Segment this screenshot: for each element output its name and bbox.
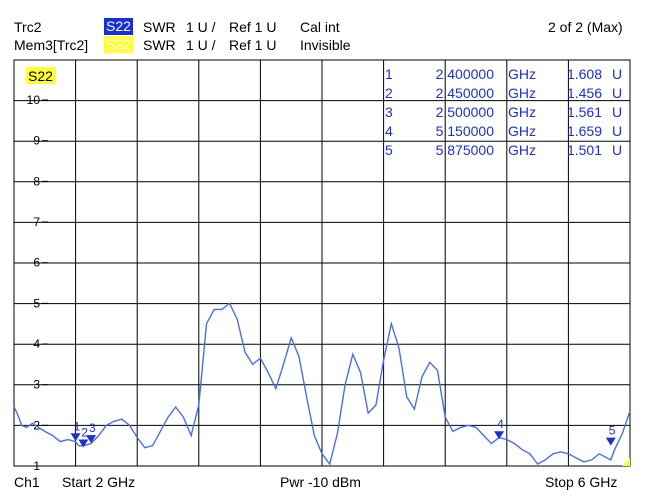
marker-table-value: 1.659 [567,123,602,139]
chart-grid [13,59,631,467]
start-frequency[interactable]: Start 2 GHz [62,474,136,490]
marker-table: 1 2.400000 GHz 1.608 U 2 2.450000 GHz 1.456 U 3 2.5… [385,66,622,158]
plot-label-bg [26,67,56,84]
marker-table-unit: GHz [508,66,536,82]
trace-name[interactable]: Trc2 [14,19,42,35]
trace-format[interactable]: SWR [143,19,176,35]
y-tick-label: 10 [27,93,41,107]
memory-scale[interactable]: 1 U / [186,37,216,53]
memory-visibility: Invisible [300,37,351,53]
marker-triangle-3 [86,435,96,444]
marker-triangle-4 [494,431,505,440]
y-tick-label: 9 [33,134,40,148]
plot-parameter-label: S22 [28,68,53,84]
marker-label-2: 2 [81,425,88,439]
memory-reference[interactable]: Ref 1 U [229,37,277,53]
marker-table-num: 4 [385,123,393,139]
y-tick-label: 1 [33,459,40,473]
trace-line [13,302,631,466]
marker-table-num: 1 [385,66,393,82]
marker-label-4: 4 [497,417,504,431]
calibration-status: Cal int [300,19,340,35]
stop-frequency[interactable]: Stop 6 GHz [545,474,618,490]
marker-triangle-1 [70,433,81,442]
trace-reference[interactable]: Ref 1 U [229,19,277,35]
marker-table-vunit: U [612,85,622,101]
trace-scale[interactable]: 1 U / [186,19,216,35]
marker-triangle-2 [78,439,89,448]
marker-table-num: 3 [385,104,393,120]
marker-table-vunit: U [612,123,622,139]
trace-parameter-badge[interactable]: S22 [104,18,133,35]
memory-trace-name[interactable]: Mem3[Trc2] [14,37,89,53]
marker-table-unit: GHz [508,123,536,139]
y-tick-label: 7 [33,215,40,229]
marker-table-value: 1.608 [567,66,602,82]
marker-table-vunit: U [612,66,622,82]
marker-table-vunit: U [612,142,622,158]
marker-table-vunit: U [612,104,622,120]
memory-parameter-badge[interactable]: S22 [104,36,133,53]
trace-layer [13,302,631,466]
channel-label[interactable]: Ch1 [14,474,40,490]
marker-table-value: 1.456 [567,85,602,101]
marker-table-unit: GHz [508,85,536,101]
marker-table-value: 1.501 [567,142,602,158]
marker-triangle-5 [605,437,616,446]
marker-table-freq: 5.875000 [436,142,495,158]
marker-table-unit: GHz [508,104,536,120]
marker-label-3: 3 [89,421,96,435]
marker-table-num: 5 [385,142,393,158]
page-info: 2 of 2 (Max) [548,19,623,35]
marker-table-freq: 5.150000 [436,123,495,139]
y-tick-label: 3 [33,378,40,392]
marker-table-freq: 2.500000 [436,104,495,120]
marker-table-freq: 2.400000 [436,66,495,82]
marker-table-freq: 2.450000 [436,85,495,101]
marker-label-1: 1 [74,419,81,433]
y-tick-label: 5 [33,296,40,310]
stop-indicator [622,458,630,466]
marker-table-value: 1.561 [567,104,602,120]
marker-table-unit: GHz [508,142,536,158]
y-tick-label: 6 [33,256,40,270]
y-axis-ticks: 1 2 3 4 5 6 7 8 9 10 [27,93,48,473]
marker-label-5: 5 [609,424,616,438]
source-power[interactable]: Pwr -10 dBm [280,474,361,490]
marker-table-num: 2 [385,85,393,101]
y-tick-label: 4 [33,337,40,351]
y-tick-label: 8 [33,174,40,188]
memory-format[interactable]: SWR [143,37,176,53]
y-tick-label: 2 [33,418,40,432]
